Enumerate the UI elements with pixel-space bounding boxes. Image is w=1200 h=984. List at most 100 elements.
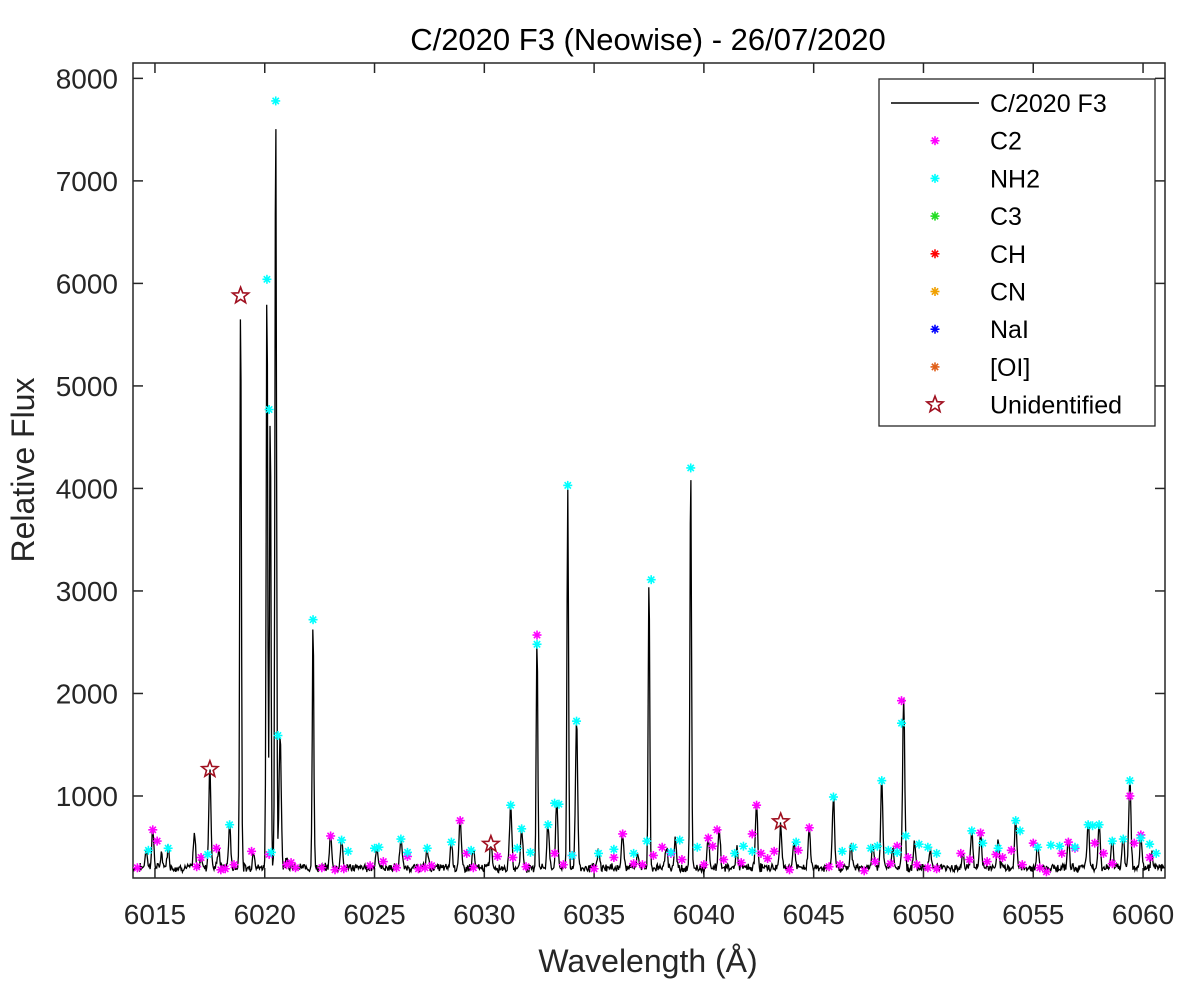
marker-stroke: [590, 865, 598, 873]
nh2-marker: [1094, 820, 1104, 830]
nh2-marker: [422, 843, 432, 853]
marker-stroke: [913, 860, 921, 869]
data-layer: [133, 96, 1165, 877]
nh2-marker: [675, 835, 685, 845]
marker-stroke: [893, 842, 901, 850]
marker-stroke: [414, 865, 423, 873]
marker-stroke: [748, 847, 756, 856]
marker-stroke: [1108, 837, 1117, 845]
x-tick-label: 6030: [453, 899, 515, 930]
legend-label: C3: [990, 203, 1022, 231]
legend-item-cn: CN: [930, 279, 1026, 307]
c2-marker: [148, 825, 158, 835]
marker-stroke: [149, 826, 157, 834]
c2-marker: [196, 852, 206, 862]
c2-marker: [897, 696, 907, 706]
marker-stroke: [860, 867, 868, 875]
nh2-marker: [543, 820, 553, 830]
c2-marker: [133, 863, 142, 873]
marker-stroke: [230, 860, 238, 869]
marker-stroke: [825, 863, 833, 871]
nh2-marker: [273, 731, 283, 741]
nh2-marker: [1107, 836, 1117, 846]
nh2-marker: [837, 846, 847, 856]
marker-stroke: [931, 363, 939, 371]
marker-stroke: [649, 851, 658, 860]
marker-stroke: [957, 849, 965, 858]
marker-stroke: [559, 860, 568, 869]
c2-marker: [637, 860, 647, 870]
marker-stroke: [618, 830, 627, 838]
c2-marker: [455, 816, 465, 826]
nh2-marker: [163, 843, 173, 853]
c2-marker: [965, 855, 975, 865]
c2-marker: [1041, 867, 1051, 877]
marker-stroke: [836, 860, 844, 869]
nh2-marker: [646, 575, 656, 585]
y-tick-label: 4000: [56, 473, 118, 504]
legend-item-ch: CH: [930, 241, 1026, 269]
x-tick-label: 6015: [124, 899, 186, 930]
marker-stroke: [1047, 841, 1055, 849]
marker-stroke: [893, 848, 901, 857]
legend-label: NaI: [990, 316, 1029, 344]
marker-stroke: [1095, 820, 1103, 829]
marker-stroke: [564, 481, 572, 490]
c2-marker: [1028, 838, 1038, 848]
c2-marker: [956, 848, 966, 858]
nh2-marker: [923, 842, 933, 852]
nh2-marker: [932, 848, 942, 858]
marker-stroke: [217, 866, 225, 874]
marker-stroke: [375, 843, 383, 851]
marker-stroke: [739, 842, 748, 850]
x-tick-label: 6045: [783, 899, 845, 930]
c2-marker: [699, 860, 709, 870]
marker-stroke: [506, 801, 515, 809]
nh2-marker: [374, 842, 384, 852]
c2-marker: [756, 848, 766, 858]
c2-marker: [1145, 852, 1155, 862]
legend-marker-swatch: [930, 173, 940, 183]
marker-stroke: [1137, 834, 1145, 842]
marker-stroke: [730, 849, 739, 858]
nh2-marker: [567, 850, 577, 860]
legend-label: [OI]: [990, 354, 1030, 382]
marker-stroke: [397, 835, 405, 843]
marker-stroke: [550, 849, 559, 858]
c2-marker: [824, 862, 834, 872]
marker-stroke: [1145, 853, 1154, 862]
marker-stroke: [1016, 827, 1024, 835]
c2-marker: [804, 823, 814, 833]
marker-stroke: [792, 838, 800, 846]
marker-stroke: [924, 843, 932, 851]
legend-marker-swatch: [930, 324, 940, 334]
marker-stroke: [463, 849, 471, 858]
c2-marker: [719, 855, 729, 865]
marker-stroke: [629, 859, 638, 868]
nh2-marker: [1136, 833, 1146, 843]
marker-stroke: [704, 834, 713, 842]
x-tick-label: 6035: [563, 899, 625, 930]
marker-stroke: [897, 719, 906, 727]
c2-marker: [793, 845, 803, 855]
marker-stroke: [748, 830, 756, 838]
nh2-marker: [446, 837, 456, 847]
marker-stroke: [447, 838, 456, 846]
c2-marker: [932, 864, 942, 874]
c2-marker: [736, 858, 746, 868]
legend-item-c3: C3: [930, 203, 1022, 231]
c2-marker: [229, 860, 239, 870]
marker-stroke: [1007, 846, 1016, 855]
marker-stroke: [526, 848, 535, 857]
nh2-marker: [308, 615, 318, 625]
nh2-marker: [203, 849, 213, 859]
marker-stroke: [1011, 816, 1020, 825]
c2-marker: [609, 852, 619, 862]
legend-item-nai: NaI: [930, 316, 1029, 344]
nh2-marker: [897, 718, 907, 728]
nh2-marker: [892, 847, 902, 857]
marker-stroke: [1029, 839, 1037, 847]
marker-stroke: [572, 717, 581, 725]
marker-stroke: [1042, 868, 1051, 876]
marker-stroke: [737, 858, 745, 867]
